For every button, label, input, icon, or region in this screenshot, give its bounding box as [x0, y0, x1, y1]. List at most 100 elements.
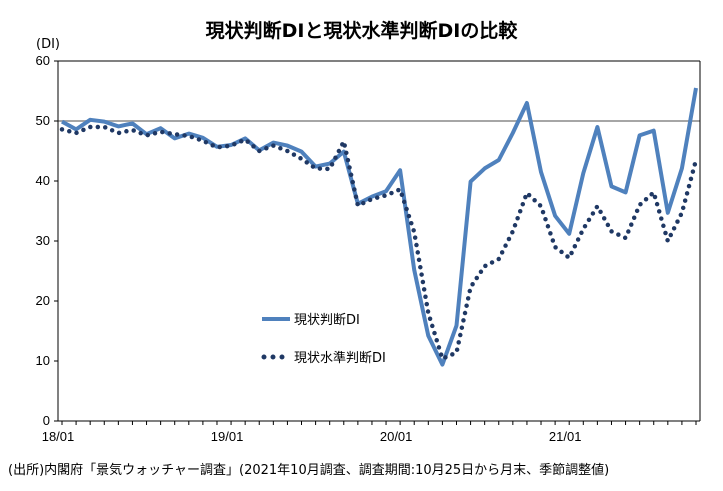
data-point: [398, 187, 402, 191]
data-point: [173, 132, 177, 136]
data-point: [356, 204, 360, 208]
data-point: [440, 363, 444, 367]
data-point: [285, 144, 289, 148]
data-point: [595, 125, 599, 129]
x-tick-label: 21/01: [549, 429, 582, 444]
y-axis-unit-label: (DI): [36, 37, 60, 52]
legend: 現状判断DI 現状水準判断DI: [261, 313, 386, 366]
data-point: [271, 144, 275, 148]
data-point: [88, 125, 92, 129]
data-point: [638, 133, 642, 137]
data-point: [187, 134, 191, 138]
series-layer: [59, 86, 699, 367]
y-tick-label: 50: [36, 113, 50, 128]
data-point: [116, 131, 120, 135]
data-point: [384, 193, 388, 197]
data-point: [525, 191, 529, 195]
data-point: [159, 126, 163, 130]
data-point: [300, 157, 304, 161]
data-point: [638, 203, 642, 207]
data-point: [595, 204, 599, 208]
y-tick-label: 0: [43, 413, 50, 428]
data-point: [130, 128, 134, 132]
data-point: [511, 131, 515, 135]
data-point: [243, 138, 247, 142]
data-point: [102, 120, 106, 124]
data-point: [145, 133, 149, 137]
data-point: [581, 171, 585, 175]
data-point: [116, 124, 120, 128]
source-note: (出所)内閣府「景気ウォッチャー調査」(2021年10月調査、調査期間:10月2…: [8, 463, 610, 478]
data-point: [624, 236, 628, 240]
data-point: [680, 211, 684, 215]
data-point: [60, 127, 64, 131]
data-point: [412, 230, 416, 234]
data-point: [229, 144, 233, 148]
y-tick-label: 60: [36, 53, 50, 68]
data-point: [370, 197, 374, 201]
series-line-genjo-suijun-handan-di: [59, 124, 699, 362]
x-tick-label: 18/01: [42, 429, 75, 444]
data-point: [440, 357, 444, 361]
data-point: [384, 189, 388, 193]
data-point: [553, 214, 557, 218]
data-point: [285, 149, 289, 153]
data-point: [454, 324, 458, 328]
data-point: [497, 158, 501, 162]
data-point: [694, 158, 698, 162]
data-point: [398, 168, 402, 172]
data-point: [539, 170, 543, 174]
data-point: [342, 139, 346, 143]
data-point: [525, 101, 529, 105]
data-point: [567, 232, 571, 236]
data-point: [469, 180, 473, 184]
y-tick-label: 30: [36, 233, 50, 248]
data-point: [539, 204, 543, 208]
x-tick-label: 20/01: [380, 429, 413, 444]
data-point: [74, 131, 78, 135]
data-point: [511, 229, 515, 233]
data-point: [173, 136, 177, 140]
legend-label: 現状水準判断DI: [294, 350, 386, 366]
data-point: [257, 149, 261, 153]
data-point: [88, 118, 92, 122]
data-point: [581, 227, 585, 231]
data-point: [215, 145, 219, 149]
y-tick-label: 40: [36, 173, 50, 188]
data-point: [426, 311, 430, 315]
data-point: [497, 257, 501, 261]
data-point: [483, 264, 487, 268]
legend-label: 現状判断DI: [294, 313, 360, 328]
data-point: [102, 125, 106, 129]
data-point: [694, 86, 698, 90]
data-point: [680, 166, 684, 170]
data-point: [469, 285, 473, 289]
data-point: [314, 166, 318, 170]
data-point: [652, 190, 656, 194]
data-point: [454, 351, 458, 355]
y-tick-label: 10: [36, 353, 50, 368]
y-tick-label: 20: [36, 293, 50, 308]
data-point: [159, 130, 163, 134]
data-point: [553, 245, 557, 249]
data-point: [666, 239, 670, 243]
data-point: [624, 190, 628, 194]
chart-title: 現状判断DIと現状水準判断DIの比較: [205, 20, 518, 42]
data-point: [609, 229, 613, 233]
data-point: [130, 121, 134, 125]
data-point: [426, 334, 430, 338]
data-point: [483, 166, 487, 170]
data-point: [328, 167, 332, 171]
data-point: [666, 211, 670, 215]
data-point: [652, 129, 656, 133]
series-line-genjo-handan-di: [61, 87, 698, 367]
data-point: [567, 256, 571, 260]
data-point: [201, 139, 205, 143]
data-point: [412, 268, 416, 272]
data-point: [60, 120, 64, 124]
data-point: [609, 184, 613, 188]
x-tick-label: 19/01: [211, 429, 244, 444]
axes: 0 10 20 30 40 50 60 18/01 19/01 20/01 21/01: [36, 53, 701, 444]
data-point: [300, 150, 304, 154]
